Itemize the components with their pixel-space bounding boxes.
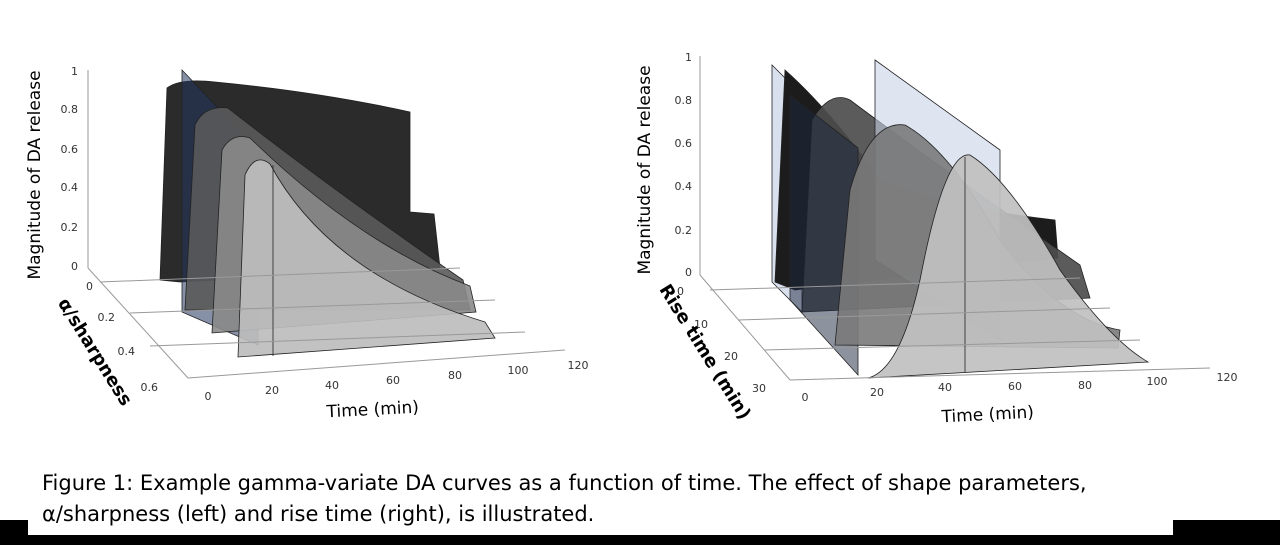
x-tick-label: 0: [802, 391, 809, 404]
x-tick-label: 80: [1078, 379, 1092, 392]
y-tick-label: 0.2: [98, 311, 116, 324]
y-tick-label: 0.4: [118, 345, 136, 358]
y-tick-label: 0: [86, 280, 93, 293]
y-tick-label: 30: [752, 382, 766, 395]
z-tick-label: 0.8: [675, 94, 693, 107]
x-tick-label: 60: [1008, 380, 1022, 393]
y-tick-label: 10: [694, 318, 708, 331]
x-tick-label: 40: [325, 379, 339, 392]
x-tick-label: 120: [1217, 371, 1238, 384]
caption-line: α/sharpness (left) and rise time (right)…: [42, 502, 594, 526]
right-axes: [699, 56, 1211, 381]
z-tick-label: 0.8: [61, 103, 79, 116]
z-axis-label: Magnitude of DA release: [25, 70, 45, 279]
x-tick-label: 20: [870, 386, 884, 399]
z-axis-label: Magnitude of DA release: [635, 65, 655, 274]
z-tick-label: 0.4: [675, 180, 693, 193]
y-tick-label: 20: [724, 350, 738, 363]
y-tick-label: 0.6: [141, 381, 159, 394]
z-tick-label: 0: [71, 260, 78, 273]
x-tick-label: 0: [205, 390, 212, 403]
x-tick-label: 40: [938, 381, 952, 394]
left-axes: [87, 70, 566, 379]
x-tick-label: 20: [265, 384, 279, 397]
z-tick-label: 0.6: [675, 137, 693, 150]
z-tick-label: 0: [685, 266, 692, 279]
y-tick-label: 0: [677, 285, 684, 298]
z-tick-label: 0.2: [675, 224, 693, 237]
x-tick-label: 60: [386, 374, 400, 387]
x-axis-label: Time (min): [940, 403, 1034, 428]
x-tick-label: 80: [448, 369, 462, 382]
z-tick-label: 0.4: [61, 181, 79, 194]
x-tick-label: 100: [508, 364, 529, 377]
z-tick-label: 1: [71, 65, 78, 78]
x-tick-label: 120: [568, 359, 589, 372]
z-tick-label: 1: [685, 51, 692, 64]
z-tick-label: 0.6: [61, 143, 79, 156]
x-axis-label: Time (min): [325, 398, 419, 423]
z-tick-label: 0.2: [61, 221, 79, 234]
caption-line: Figure 1: Example gamma-variate DA curve…: [42, 471, 1087, 495]
right-surfaces: [771, 59, 1150, 379]
x-tick-label: 100: [1147, 375, 1168, 388]
